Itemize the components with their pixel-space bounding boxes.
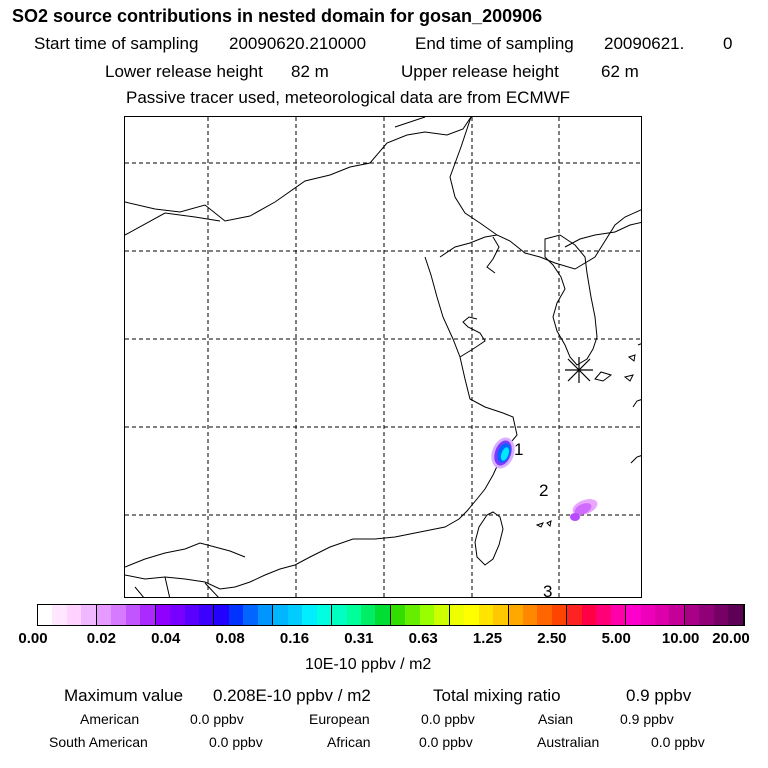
colorbar-segment bbox=[170, 605, 185, 625]
region-value-australian: 0.0 ppbv bbox=[651, 734, 705, 750]
plume-1 bbox=[491, 437, 515, 469]
colorbar-tick-label: 5.00 bbox=[601, 630, 631, 647]
colorbar-segment bbox=[449, 605, 465, 625]
marker-label-3: 3 bbox=[543, 582, 553, 598]
colorbar-segment bbox=[257, 605, 274, 625]
colorbar-tick-label: 2.50 bbox=[537, 630, 567, 647]
colorbar-segment bbox=[302, 605, 317, 625]
colorbar-tick-label: 0.63 bbox=[408, 630, 438, 647]
region-name-australian: Australian bbox=[537, 734, 600, 750]
region-name-asian: Asian bbox=[538, 711, 574, 727]
colorbar-segment bbox=[669, 605, 685, 625]
region-value-african: 0.0 ppbv bbox=[419, 734, 473, 750]
colorbar-tick-label: 0.00 bbox=[18, 630, 48, 647]
region-name-south-american: South American bbox=[49, 734, 148, 750]
end-time-value: 20090621. bbox=[604, 34, 685, 53]
plot-title: SO2 source contributions in nested domai… bbox=[12, 6, 543, 26]
colorbar-segment bbox=[537, 605, 552, 625]
colorbar-segment bbox=[684, 605, 700, 625]
colorbar-segment bbox=[214, 605, 229, 625]
colorbar-segment bbox=[596, 605, 611, 625]
colorbar-segment bbox=[38, 605, 53, 625]
region-value-south-american: 0.0 ppbv bbox=[209, 734, 263, 750]
region-value-american: 0.0 ppbv bbox=[190, 711, 244, 727]
colorbar-segment bbox=[375, 605, 391, 625]
colorbar-segment bbox=[52, 605, 67, 625]
tracer-note: Passive tracer used, meteorological data… bbox=[126, 88, 571, 107]
colorbar-segment bbox=[273, 605, 288, 625]
colorbar-segment bbox=[155, 605, 171, 625]
region-value-european: 0.0 ppbv bbox=[421, 711, 475, 727]
colorbar-segment bbox=[390, 605, 406, 625]
colorbar-segment bbox=[567, 605, 582, 625]
colorbar-segment bbox=[626, 605, 641, 625]
coastlines bbox=[125, 117, 641, 597]
colorbar-segment bbox=[699, 605, 714, 625]
colorbar-segment bbox=[522, 605, 538, 625]
region-value-asian: 0.9 ppbv bbox=[620, 711, 674, 727]
colorbar-segment bbox=[493, 605, 509, 625]
region-name-american: American bbox=[80, 711, 140, 727]
colorbar-segment bbox=[111, 605, 126, 625]
end-time-label: End time of sampling bbox=[415, 34, 574, 53]
marker-label-1: 1 bbox=[514, 440, 524, 459]
start-time-value: 20090620.210000 bbox=[229, 34, 367, 53]
colorbar-segment bbox=[332, 605, 347, 625]
receptor-asterisk-icon bbox=[565, 357, 593, 383]
colorbar-segment bbox=[140, 605, 156, 625]
colorbar-segment bbox=[81, 605, 97, 625]
colorbar-segment bbox=[243, 605, 258, 625]
colorbar-segment bbox=[434, 605, 450, 625]
total-mixing-label: Total mixing ratio bbox=[433, 686, 561, 705]
colorbar-segment bbox=[66, 605, 82, 625]
lower-height-value: 82 m bbox=[291, 62, 329, 81]
colorbar-segment bbox=[316, 605, 333, 625]
colorbar-tick-label: 10.00 bbox=[661, 630, 700, 647]
region-name-european: European bbox=[309, 711, 370, 727]
colorbar-segment bbox=[184, 605, 199, 625]
graticule bbox=[125, 117, 641, 597]
colorbar-segment bbox=[96, 605, 112, 625]
region-name-african: African bbox=[327, 734, 371, 750]
lower-height-label: Lower release height bbox=[105, 62, 263, 81]
colorbar-segment bbox=[125, 605, 141, 625]
colorbar-segment bbox=[728, 605, 744, 625]
colorbar-segment bbox=[228, 605, 244, 625]
upper-height-label: Upper release height bbox=[401, 62, 559, 81]
plume-2 bbox=[570, 499, 598, 521]
colorbar-tick-label: 0.04 bbox=[151, 630, 181, 647]
marker-label-2: 2 bbox=[539, 481, 549, 500]
colorbar-segment bbox=[551, 605, 568, 625]
colorbar-tick-label: 0.08 bbox=[215, 630, 245, 647]
colorbar-segment bbox=[655, 605, 670, 625]
total-mixing-value: 0.9 ppbv bbox=[626, 686, 692, 705]
colorbar-unit: 10E-10 ppbv / m2 bbox=[305, 656, 432, 673]
colorbar-segment bbox=[478, 605, 494, 625]
colorbar-tick-label: 20.00 bbox=[712, 630, 750, 647]
colorbar-segment bbox=[419, 605, 435, 625]
colorbar-segment bbox=[640, 605, 656, 625]
colorbar-tick-label: 0.02 bbox=[86, 630, 116, 647]
colorbar-segment bbox=[287, 605, 303, 625]
colorbar-segment bbox=[360, 605, 376, 625]
colorbar-tick-label: 0.16 bbox=[279, 630, 310, 647]
colorbar-segment bbox=[464, 605, 479, 625]
colorbar bbox=[37, 604, 745, 626]
max-value: 0.208E-10 ppbv / m2 bbox=[213, 686, 371, 705]
colorbar-segment bbox=[405, 605, 420, 625]
colorbar-segment bbox=[508, 605, 523, 625]
map-panel: 1 2 3 bbox=[124, 116, 642, 598]
colorbar-segment bbox=[198, 605, 215, 625]
start-time-label: Start time of sampling bbox=[34, 34, 199, 53]
upper-height-value: 62 m bbox=[601, 62, 639, 81]
map-svg bbox=[125, 117, 641, 597]
end-time-suffix: 0 bbox=[723, 34, 733, 53]
colorbar-segment bbox=[581, 605, 597, 625]
colorbar-tick-label: 0.31 bbox=[344, 630, 374, 647]
colorbar-tick-label: 1.25 bbox=[472, 630, 503, 647]
colorbar-segment bbox=[713, 605, 729, 625]
colorbar-segment bbox=[610, 605, 627, 625]
colorbar-segment bbox=[346, 605, 361, 625]
max-value-label: Maximum value bbox=[64, 686, 184, 705]
